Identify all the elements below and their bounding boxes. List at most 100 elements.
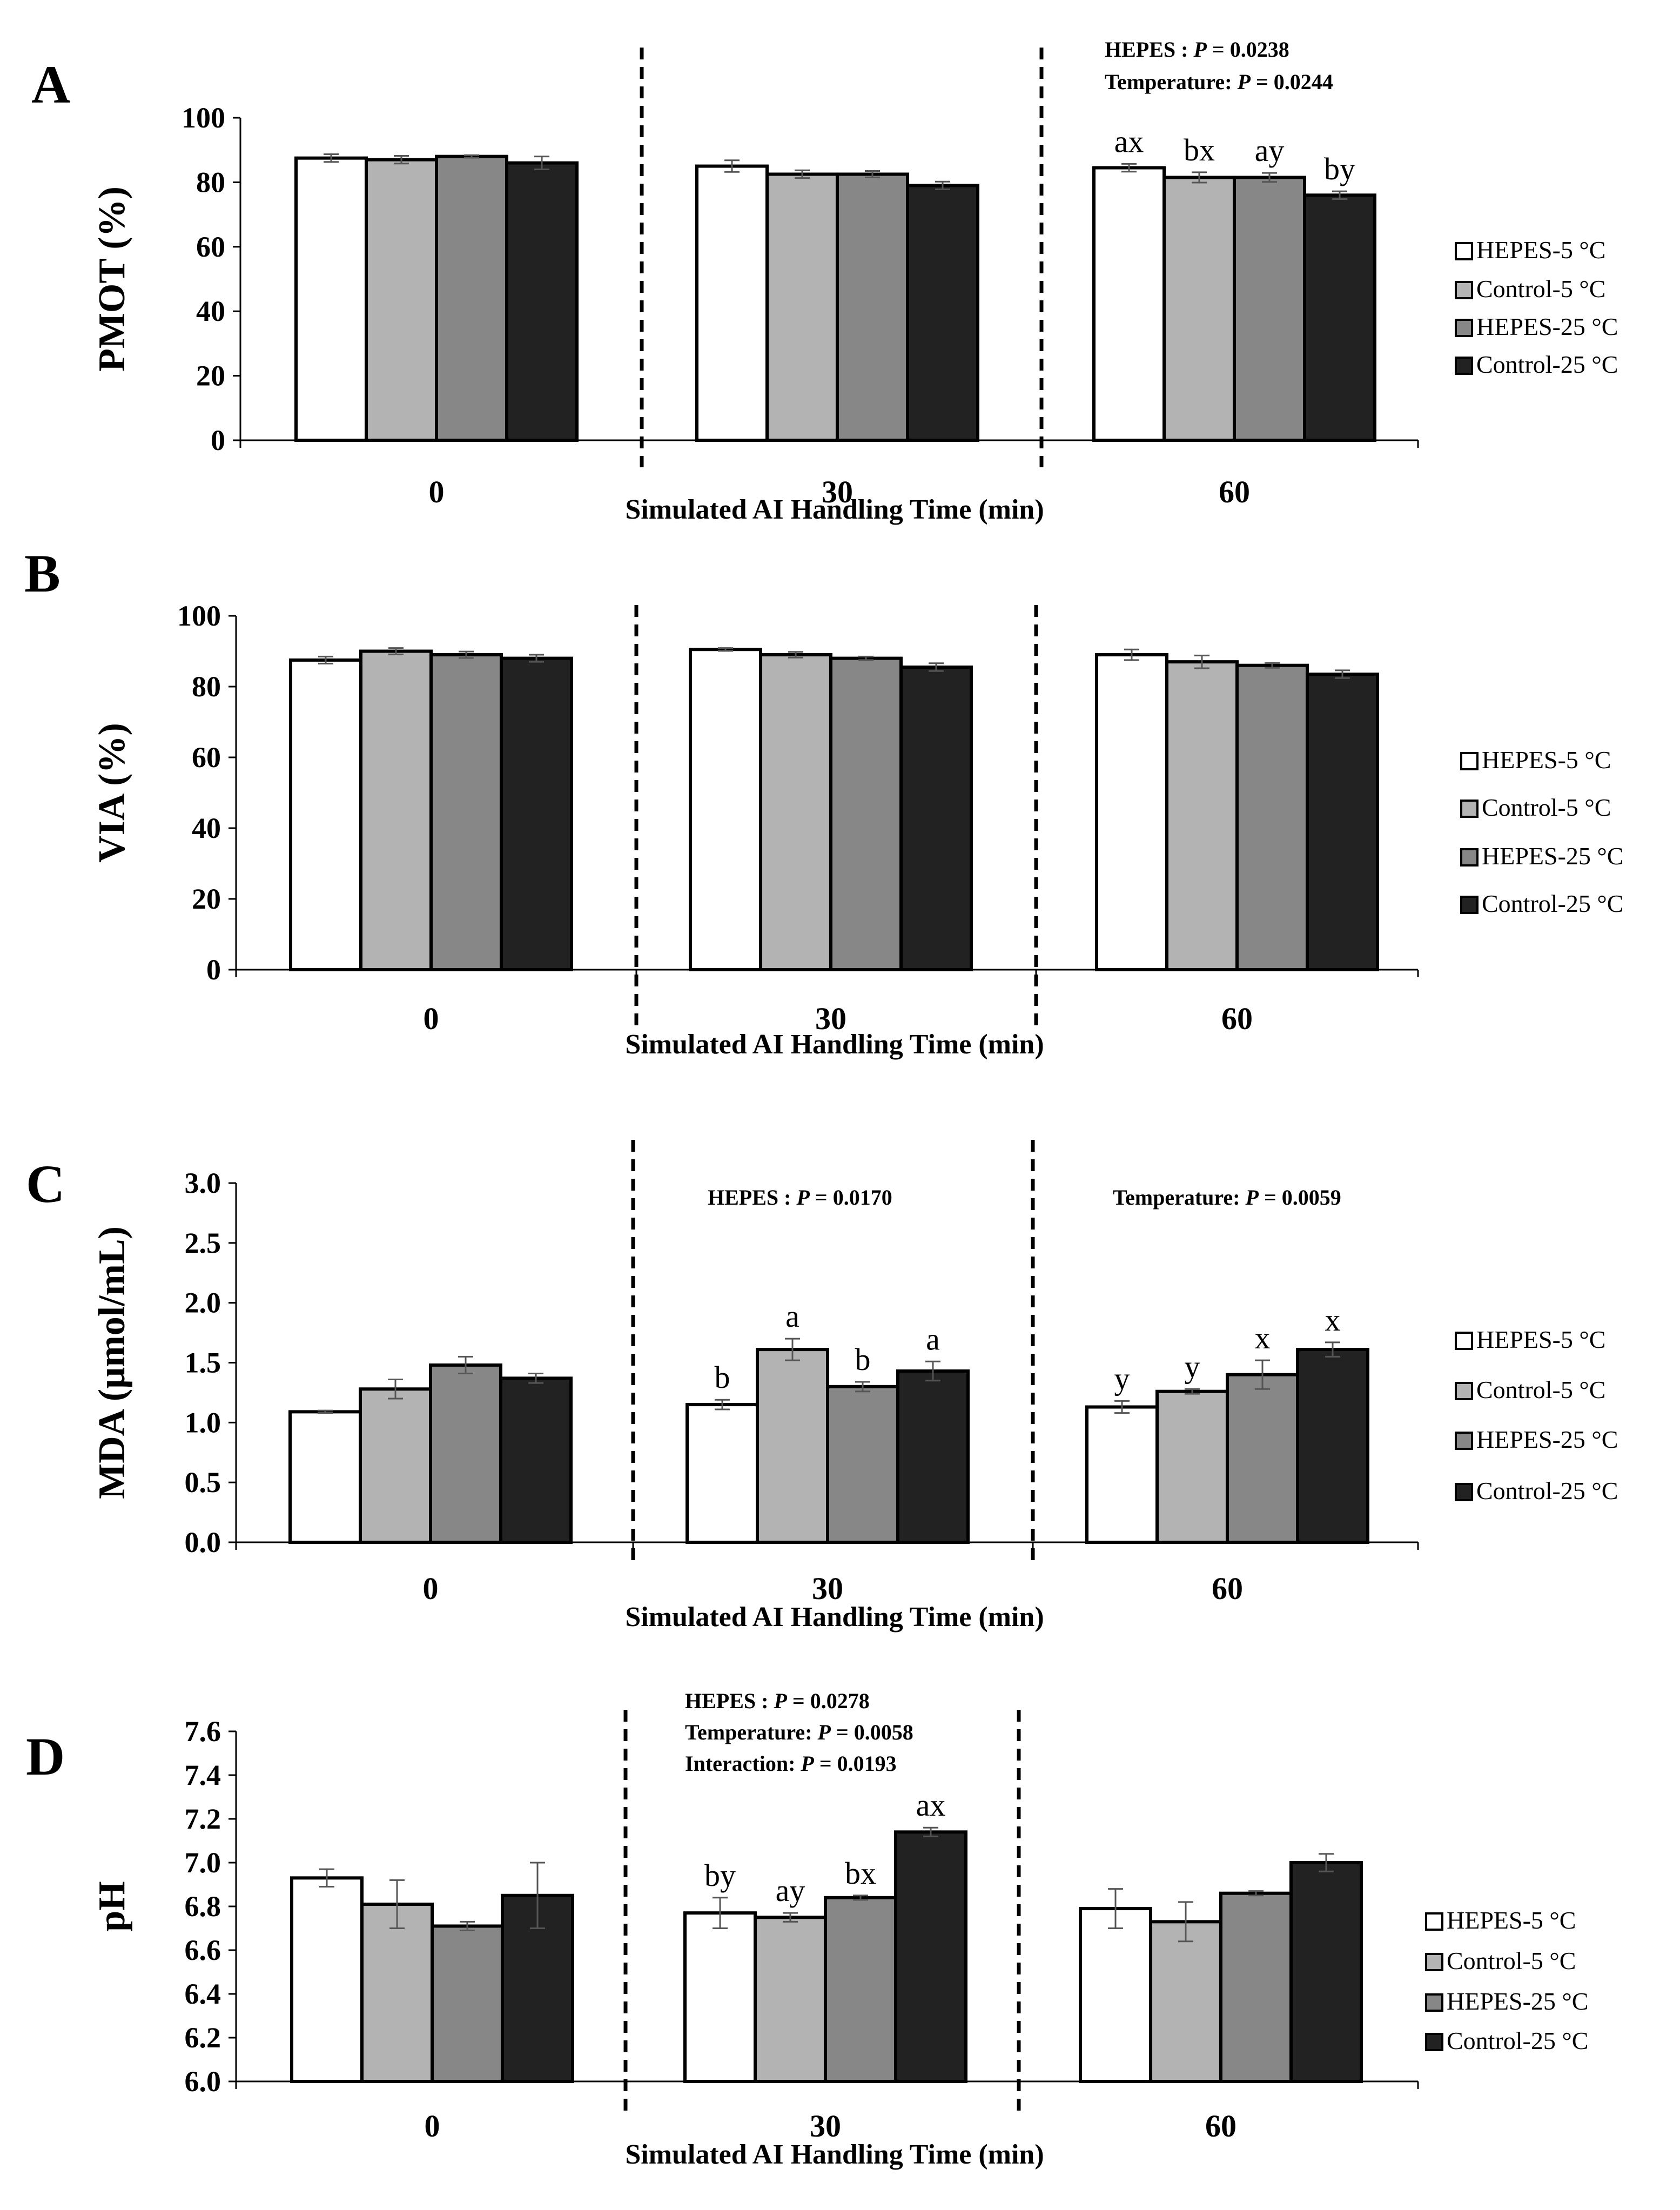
y-tick-label: 6.8	[185, 1890, 221, 1923]
stat-annotation: Temperature: P = 0.0059	[1113, 1185, 1341, 1210]
significance-letter: ax	[916, 1788, 946, 1823]
bar	[1165, 660, 1239, 971]
y-axis-label: VIA (%)	[91, 723, 133, 863]
bar	[836, 172, 909, 442]
significance-letter: b	[855, 1342, 871, 1377]
legend-label: Control-5 °C	[1476, 1376, 1605, 1403]
y-tick-label: 40	[196, 295, 225, 327]
bar	[500, 656, 573, 971]
bar	[695, 164, 769, 442]
legend-label: Control-25 °C	[1482, 890, 1623, 917]
bar	[1306, 673, 1379, 971]
bar	[429, 653, 503, 972]
y-tick-label: 1.0	[185, 1406, 221, 1439]
bar	[683, 1911, 757, 2083]
x-axis-label: Simulated AI Handling Time (min)	[625, 494, 1044, 525]
x-tick-label: 60	[1221, 1001, 1253, 1036]
panel-letter: A	[31, 55, 70, 115]
x-tick-label: 0	[425, 2108, 440, 2144]
x-axis-label: Simulated AI Handling Time (min)	[625, 2139, 1044, 2170]
legend-swatch	[1455, 1382, 1473, 1400]
legend-label: HEPES-25 °C	[1482, 842, 1623, 870]
panel-c: C 0.0 0.5 1.0 1.5 2.0 2.5 3.0 MDA (µmol/mL) 0 b a b a…	[26, 1140, 1618, 1633]
legend-swatch	[1455, 281, 1473, 299]
bar	[689, 648, 762, 971]
y-tick-label: 100	[182, 102, 225, 134]
bar	[1079, 1907, 1152, 2084]
bar	[359, 1387, 432, 1544]
y-tick-label: 2.0	[185, 1287, 221, 1319]
bar	[906, 184, 979, 442]
stat-annotation: HEPES : P = 0.0278	[685, 1689, 870, 1713]
x-axis-label: Simulated AI Handling Time (min)	[625, 1029, 1044, 1060]
legend-label: HEPES-5 °C	[1476, 1326, 1605, 1353]
significance-letter: x	[1255, 1320, 1271, 1355]
bar	[896, 1369, 970, 1544]
legend-swatch	[1455, 1332, 1473, 1350]
legend-swatch	[1460, 752, 1479, 770]
legend-swatch	[1425, 1993, 1443, 2012]
bar	[431, 1924, 504, 2083]
y-tick-label: 80	[192, 670, 221, 703]
bar	[1289, 1861, 1363, 2083]
y-tick-label: 0	[206, 953, 221, 986]
significance-letter: y	[1114, 1361, 1130, 1396]
stat-annotation: HEPES : P = 0.0170	[708, 1185, 892, 1210]
panel-letter: C	[26, 1154, 65, 1214]
legend-swatch	[1460, 896, 1479, 914]
bar	[826, 1385, 899, 1544]
y-tick-label: 60	[192, 741, 221, 774]
y-tick-label: 6.6	[185, 1934, 221, 1966]
bar	[894, 1830, 967, 2084]
panel-letter: B	[24, 543, 61, 603]
y-tick-label: 6.2	[185, 2021, 221, 2054]
legend-swatch	[1455, 242, 1473, 260]
significance-letter: b	[715, 1360, 730, 1395]
panel-letter: D	[26, 1727, 65, 1786]
legend-swatch	[1425, 1912, 1443, 1931]
bar	[429, 1363, 502, 1544]
x-tick-label: 0	[429, 474, 445, 509]
legend-label: Control-25 °C	[1476, 351, 1618, 378]
legend-swatch	[1455, 357, 1473, 375]
legend-swatch	[1425, 2033, 1443, 2051]
legend-swatch	[1455, 1432, 1473, 1450]
bar	[686, 1403, 759, 1544]
x-tick-label: 60	[1212, 1571, 1243, 1606]
legend-swatch	[1425, 1953, 1443, 1971]
significance-letter: a	[785, 1299, 799, 1334]
bar	[1235, 663, 1309, 971]
bar	[1296, 1348, 1369, 1544]
bar	[1095, 653, 1168, 972]
legend-label: Control-5 °C	[1447, 1947, 1576, 1974]
panel-b: B 0 20 40 60 80 100 VIA (%) 0 30 60 Simulated AI Ha…	[24, 543, 1623, 1060]
bar	[829, 656, 903, 971]
legend-label: Control-5 °C	[1476, 275, 1605, 303]
y-tick-label: 7.4	[185, 1759, 221, 1791]
bar	[289, 658, 362, 971]
panel-d: D 6.0 6.2 6.4 6.6 6.8 7.0 7.2 7.4 7.6 pH 0 by ay bx ax 3…	[26, 1689, 1588, 2170]
y-tick-label: 80	[196, 166, 225, 198]
bar	[1085, 1405, 1159, 1544]
significance-letter: ay	[776, 1873, 805, 1908]
y-axis-label: PMOT (%)	[91, 186, 133, 372]
bar	[365, 158, 438, 442]
bar	[1219, 1891, 1293, 2083]
significance-letter: by	[704, 1858, 736, 1893]
bar	[505, 161, 579, 442]
bar	[1155, 1389, 1229, 1544]
legend-label: Control-5 °C	[1482, 794, 1611, 821]
legend-label: HEPES-5 °C	[1476, 236, 1605, 264]
x-axis-label: Simulated AI Handling Time (min)	[625, 1602, 1044, 1633]
bar	[359, 649, 433, 971]
legend-label: HEPES-25 °C	[1476, 313, 1618, 340]
significance-letter: ax	[1114, 124, 1144, 159]
y-tick-label: 0.5	[185, 1466, 221, 1499]
bar	[824, 1896, 897, 2084]
x-tick-label: 0	[424, 1001, 439, 1036]
legend-label: HEPES-5 °C	[1447, 1906, 1576, 1934]
y-tick-label: 6.4	[185, 1978, 221, 2010]
y-tick-label: 2.5	[185, 1227, 221, 1259]
bar	[435, 155, 508, 442]
